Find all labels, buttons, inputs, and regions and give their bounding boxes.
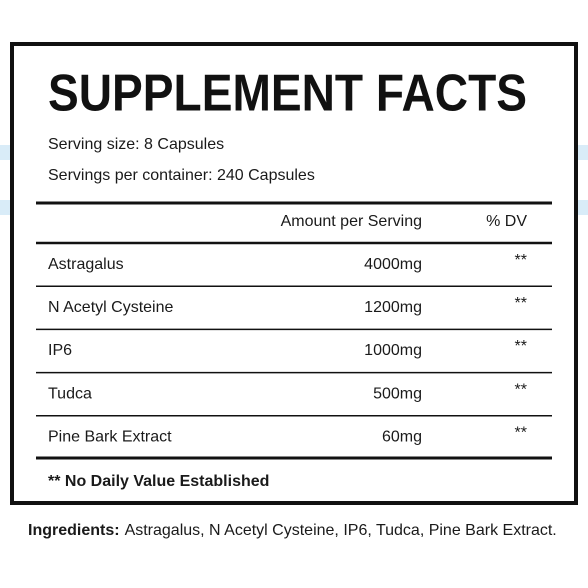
ingredient-name: IP6 bbox=[48, 342, 72, 359]
footnote: ** No Daily Value Established bbox=[48, 473, 269, 490]
daily-value: ** bbox=[515, 338, 527, 355]
column-header: % DV bbox=[486, 213, 527, 230]
ingredient-name: N Acetyl Cysteine bbox=[48, 299, 173, 316]
ingredients-text: Astragalus, N Acetyl Cysteine, IP6, Tudc… bbox=[125, 522, 557, 539]
serving-size: Serving size: 8 Capsules bbox=[48, 136, 224, 153]
amount: 500mg bbox=[373, 385, 422, 402]
amount: 1200mg bbox=[364, 299, 422, 316]
ingredient-name: Tudca bbox=[48, 385, 92, 402]
daily-value: ** bbox=[515, 252, 527, 269]
amount: 4000mg bbox=[364, 256, 422, 273]
daily-value: ** bbox=[515, 425, 527, 442]
rows: Astragalus 4000mg ** N Acetyl Cysteine 1200m… bbox=[36, 252, 552, 446]
daily-value: ** bbox=[515, 381, 527, 398]
daily-value: ** bbox=[515, 295, 527, 312]
amount: 1000mg bbox=[364, 342, 422, 359]
servings-per-container: Servings per container: 240 Capsules bbox=[48, 167, 315, 184]
facts-box bbox=[10, 42, 578, 505]
ingredient-name: Pine Bark Extract bbox=[48, 429, 172, 446]
title: SUPPLEMENT FACTS bbox=[48, 65, 527, 123]
ingredient-name: Astragalus bbox=[48, 256, 124, 273]
ingredients: Ingredients: Astragalus, N Acetyl Cystein… bbox=[28, 522, 557, 539]
column-header: Amount per Serving bbox=[281, 213, 422, 230]
ingredients-label: Ingredients: bbox=[28, 522, 120, 539]
amount: 60mg bbox=[382, 429, 422, 446]
